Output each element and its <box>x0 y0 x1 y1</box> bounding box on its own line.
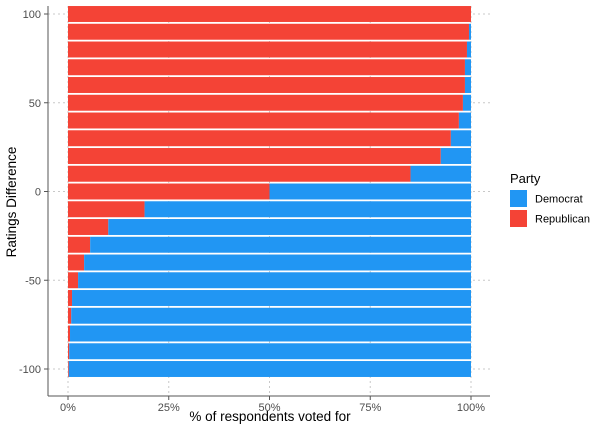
bar-republican <box>68 361 69 377</box>
bar-democrat <box>90 236 471 253</box>
legend-swatch-republican <box>510 210 527 227</box>
y-axis-title: Ratings Difference <box>4 147 19 258</box>
legend: Party Democrat Republican <box>510 171 590 227</box>
bar-democrat <box>464 77 471 93</box>
x-tick-label: 0% <box>60 402 76 414</box>
bar-democrat <box>144 201 471 218</box>
bar-republican <box>68 307 72 324</box>
legend-title: Party <box>510 171 541 186</box>
bar-democrat <box>269 183 471 200</box>
bar-democrat <box>468 23 471 40</box>
y-tick-label: -50 <box>25 275 41 287</box>
bar-republican <box>68 94 463 111</box>
bar-republican <box>68 325 71 342</box>
bar-republican <box>68 59 465 76</box>
bar-democrat <box>71 307 471 324</box>
axis-layer: 0% 25% 50% 75% 100% 100 50 0 -50 -100 <box>19 6 490 414</box>
legend-swatch-democrat <box>510 190 527 207</box>
x-tick-label: 25% <box>158 402 180 414</box>
bar-republican <box>68 219 109 235</box>
bar-republican <box>68 77 465 93</box>
bar-republican <box>68 290 73 306</box>
x-tick-label: 100% <box>457 402 485 414</box>
x-tick-label: 50% <box>258 402 280 414</box>
bar-republican <box>68 23 469 40</box>
bar-republican <box>68 343 70 360</box>
bar-republican <box>68 130 451 147</box>
legend-label-republican: Republican <box>535 214 590 226</box>
bar-democrat <box>440 148 471 164</box>
bar-republican <box>68 148 441 164</box>
bar-democrat <box>72 290 471 306</box>
bar-republican <box>68 6 471 22</box>
bar-democrat <box>69 343 472 360</box>
bar-democrat <box>410 165 471 182</box>
bar-republican <box>68 201 145 218</box>
bar-democrat <box>450 130 471 147</box>
bar-democrat <box>68 361 471 377</box>
bar-democrat <box>84 254 472 271</box>
x-tick-label: 75% <box>359 402 381 414</box>
bar-democrat <box>466 41 471 58</box>
bar-layer <box>68 6 472 377</box>
y-tick-label: 100 <box>23 9 41 21</box>
bar-democrat <box>462 94 471 111</box>
bar-republican <box>68 183 270 200</box>
bar-republican <box>68 165 411 182</box>
bar-democrat <box>78 272 471 289</box>
y-tick-label: -100 <box>19 364 41 376</box>
bar-republican <box>68 254 85 271</box>
y-tick-label: 0 <box>35 187 41 199</box>
bar-republican <box>68 272 79 289</box>
bar-democrat <box>70 325 471 342</box>
legend-label-democrat: Democrat <box>535 194 583 206</box>
bar-democrat <box>108 219 472 235</box>
bar-democrat <box>464 59 471 76</box>
bar-republican <box>68 236 91 253</box>
bar-democrat <box>458 112 471 129</box>
x-axis-title: % of respondents voted for <box>189 409 351 424</box>
bar-republican <box>68 41 467 58</box>
y-tick-label: 50 <box>29 98 41 110</box>
bar-republican <box>68 112 459 129</box>
